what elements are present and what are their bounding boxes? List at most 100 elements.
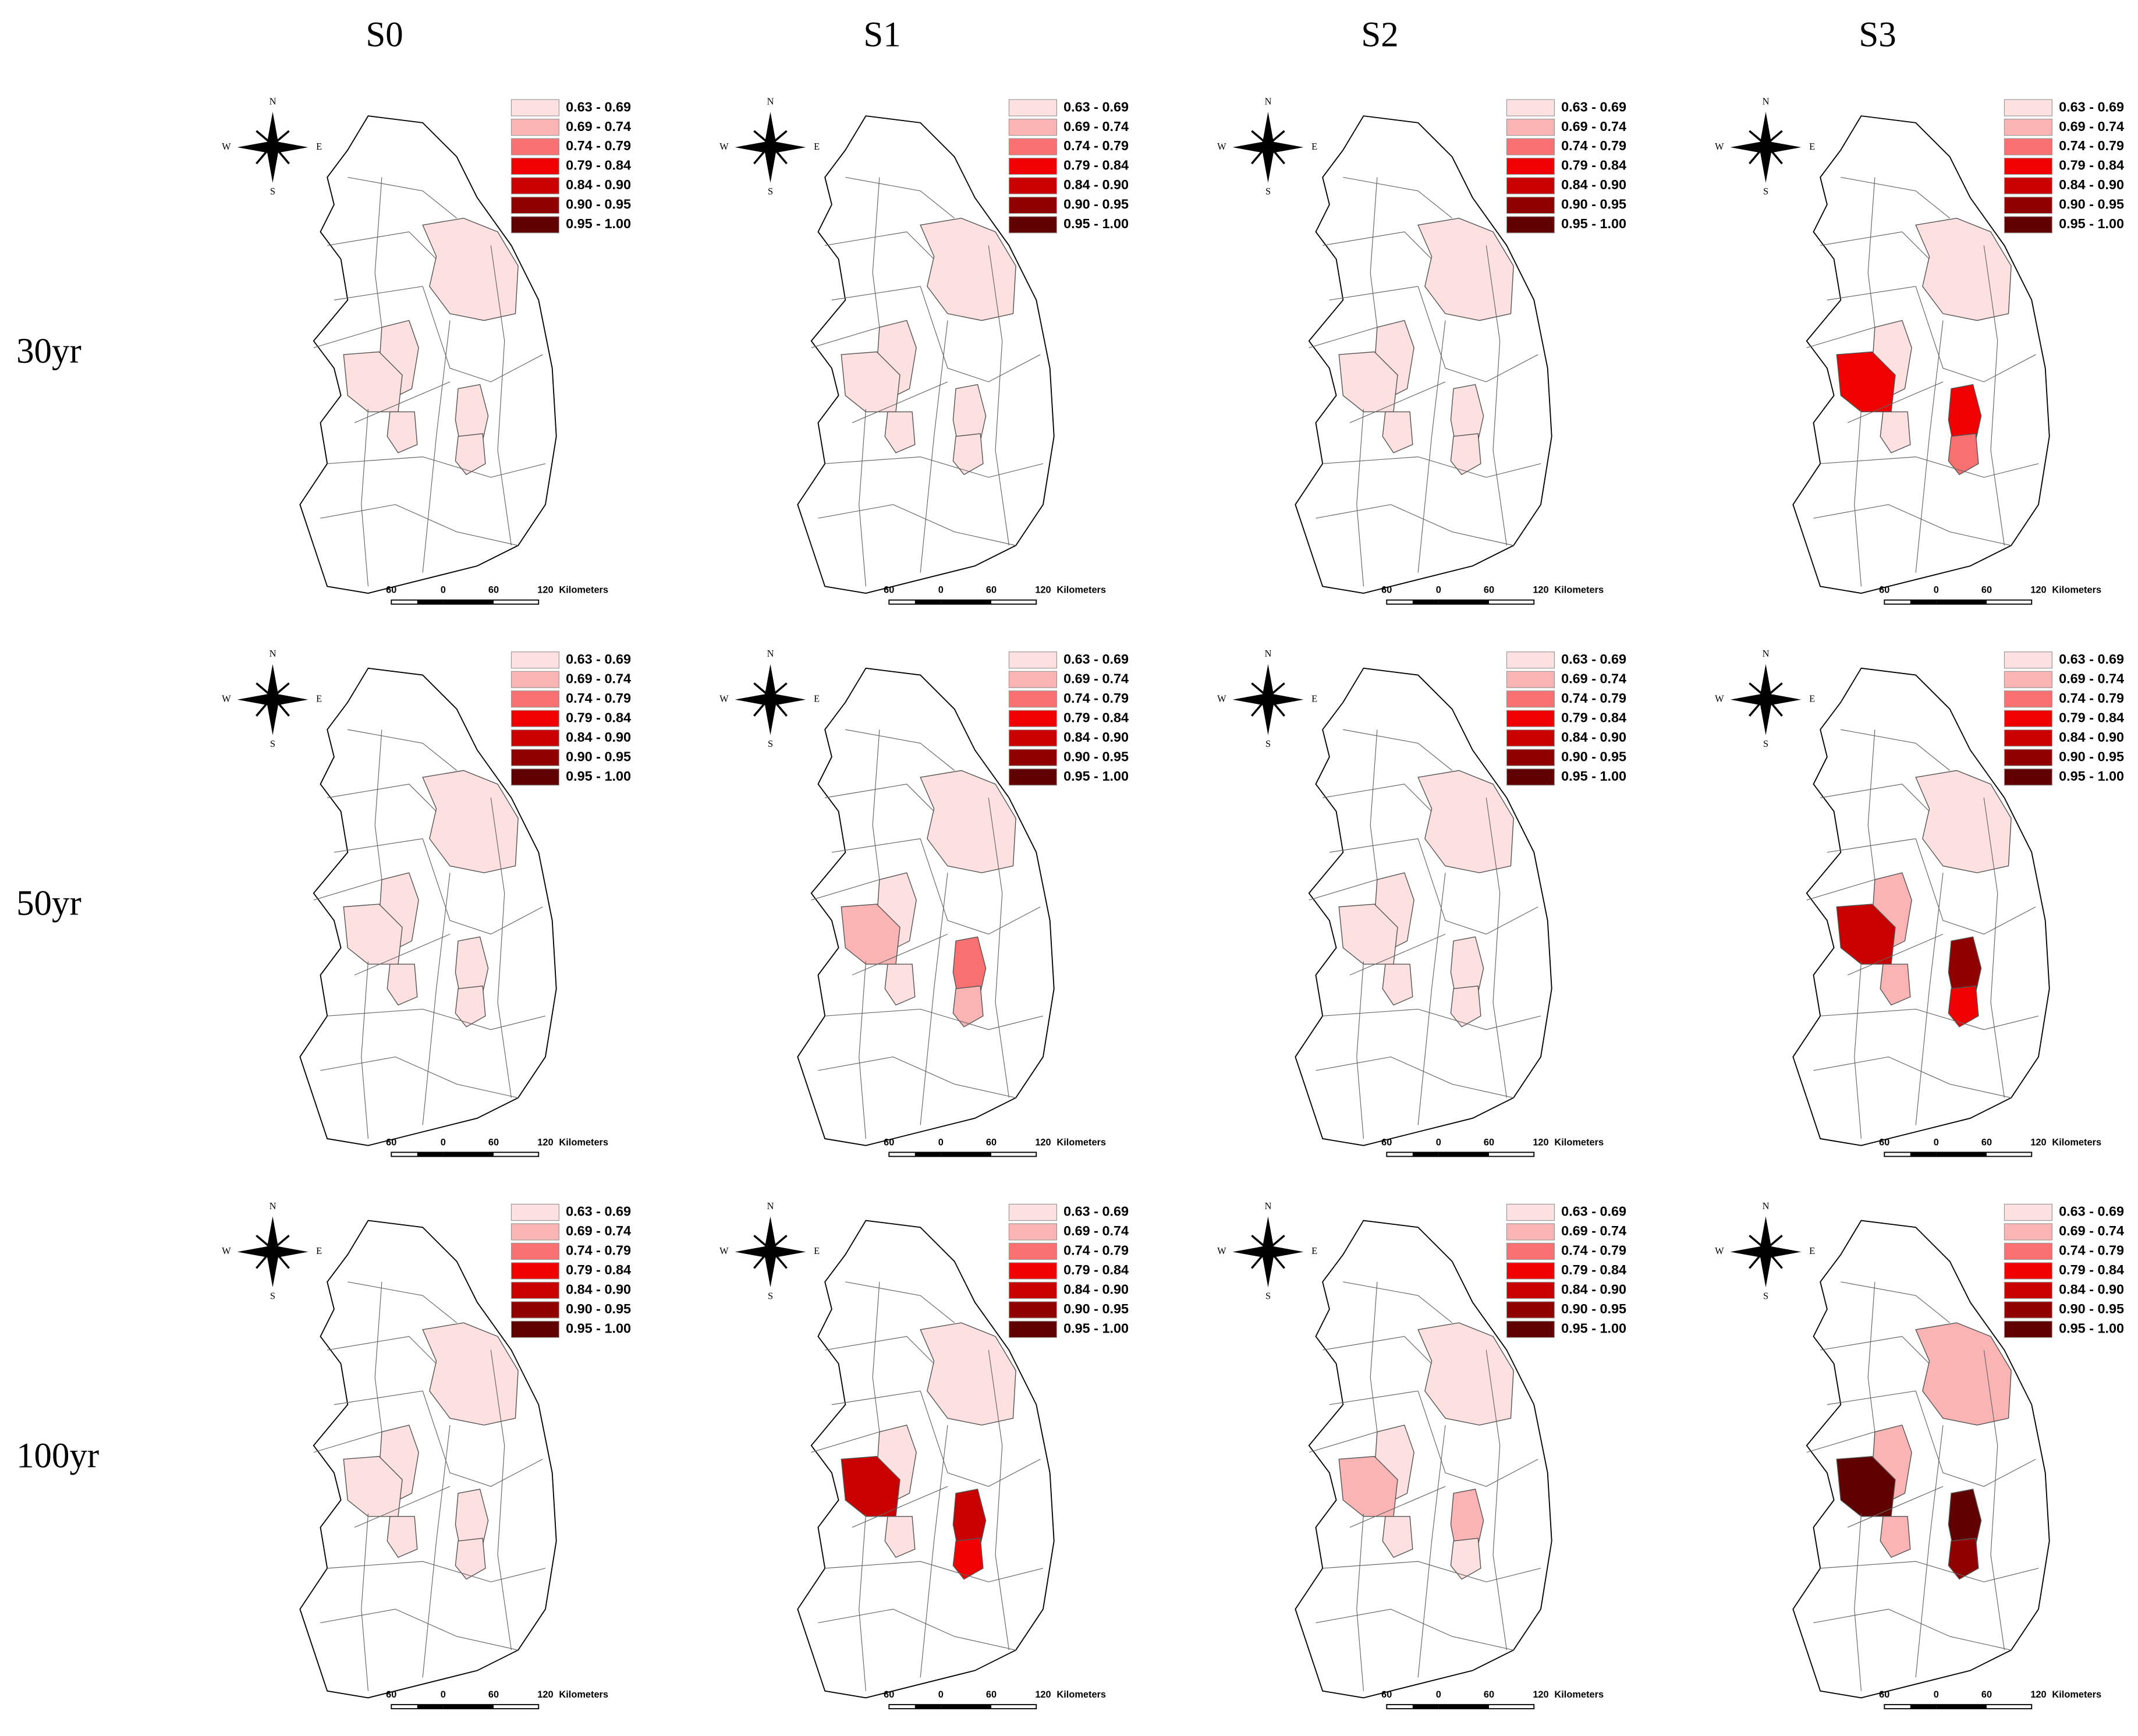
district [1948,985,1979,1028]
district-border [327,1561,546,1582]
scale-bar [443,600,494,604]
district [920,218,1016,321]
legend-label: 0.69 - 0.74 [1063,119,1129,134]
district-border [872,1281,880,1432]
scale-label: 120 [1035,585,1051,596]
legend-label: 0.84 - 0.90 [566,1282,631,1297]
district-border [1915,320,1944,573]
legend-label: 0.90 - 0.95 [566,197,631,212]
district-border [1485,798,1508,1098]
scale-bar [417,600,444,604]
district-border [334,1390,423,1405]
compass-label: S [1265,186,1271,197]
district-border [825,1336,935,1364]
scale-label: 120 [537,1137,553,1147]
district-border [374,1281,382,1432]
legend-label: 0.95 - 1.00 [1063,216,1129,231]
legend-label: 0.69 - 0.74 [1561,119,1626,134]
district-border [811,879,880,901]
row-label: 50yr [16,884,81,923]
district [952,985,984,1028]
legend-swatch [510,138,560,155]
district-border [1813,1056,2012,1099]
compass-rose [753,682,788,717]
legend-label: 0.79 - 0.84 [1561,710,1626,725]
column-header: S2 [1361,16,1398,55]
compass-label: S [1763,1290,1768,1301]
scale-bar [1412,600,1439,604]
legend-swatch [1506,651,1555,669]
legend-label: 0.74 - 0.79 [1063,1243,1129,1258]
district-border [490,798,512,1098]
district-border [422,1391,543,1487]
district [1417,1322,1514,1426]
district-border [327,1336,437,1364]
legend-swatch [510,710,560,727]
legend-label: 0.69 - 0.74 [1561,1223,1626,1238]
map-panel: N S W E 0.63 - 0.69 0.69 - 0.74 0.74 - 0.79 0.7… [719,95,1129,605]
compass-label: S [1265,1290,1271,1301]
district-border [1983,1349,2005,1650]
legend-swatch [1008,651,1058,669]
legend-swatch [1506,216,1555,233]
district-border [1841,1281,1951,1323]
legend-swatch [510,1301,560,1319]
legend-label: 0.79 - 0.84 [1063,158,1129,173]
district-border [1322,1008,1541,1030]
district-border [1854,1514,1862,1691]
legend-swatch [510,1203,560,1221]
compass-label: N [270,648,276,659]
scale-label: 0 [1436,585,1441,596]
legend-label: 0.63 - 0.69 [566,1204,631,1219]
district-border [1417,286,1538,382]
district-border [1820,1008,2039,1030]
district-border [490,1349,512,1650]
scale-label: 120 [2030,1137,2046,1147]
legend-swatch [2004,671,2053,688]
district-border [422,873,451,1125]
legend-swatch [1506,768,1555,786]
legend-label: 0.63 - 0.69 [566,651,631,667]
district-border [859,409,867,587]
compass-rose [1749,682,1783,717]
scale-label: 60 [1981,585,1992,596]
legend-label: 0.74 - 0.79 [1063,138,1129,153]
district-border [1867,177,1875,328]
legend-label: 0.84 - 0.90 [2059,1282,2124,1297]
district-border [818,1609,1016,1650]
legend-swatch [1506,99,1555,116]
scale-label: 60 [1879,585,1889,596]
district-border [1329,1390,1419,1405]
compass-label: W [719,693,729,704]
legend-label: 0.69 - 0.74 [2059,119,2124,134]
scale-bar [941,1705,991,1709]
legend-swatch [510,1223,560,1241]
legend-label: 0.79 - 0.84 [566,1262,631,1277]
district-border [1316,1609,1514,1650]
compass-label: W [222,141,231,152]
legend-label: 0.69 - 0.74 [2059,1223,2124,1238]
scale-label: 120 [537,585,553,596]
scale-label: 60 [386,1689,396,1700]
district-border [1343,176,1453,219]
district [1948,433,1979,476]
map-panel: N S W E 0.63 - 0.69 0.69 - 0.74 0.74 - 0.79 0.7… [719,648,1129,1157]
district-border [852,381,948,423]
district-border [845,176,955,219]
scale-label: 0 [1934,585,1939,596]
compass-label: W [1715,1245,1724,1256]
legend-label: 0.79 - 0.84 [2059,158,2124,173]
district-border [361,409,369,587]
compass-label: E [814,1245,820,1256]
legend-label: 0.95 - 1.00 [2059,1321,2124,1336]
scale-unit: Kilometers [559,1137,608,1147]
legend-swatch [510,690,560,708]
legend-swatch [1008,1242,1058,1260]
compass-label: W [1715,141,1724,152]
map-panel: N S W E 0.63 - 0.69 0.69 - 0.74 0.74 - 0.79 0.7… [222,95,631,605]
scale-label: 60 [1981,1137,1992,1147]
compass-rose [237,1216,309,1288]
legend-swatch [1506,157,1555,175]
scale-label: 60 [386,1137,396,1147]
legend-label: 0.90 - 0.95 [1561,197,1626,212]
